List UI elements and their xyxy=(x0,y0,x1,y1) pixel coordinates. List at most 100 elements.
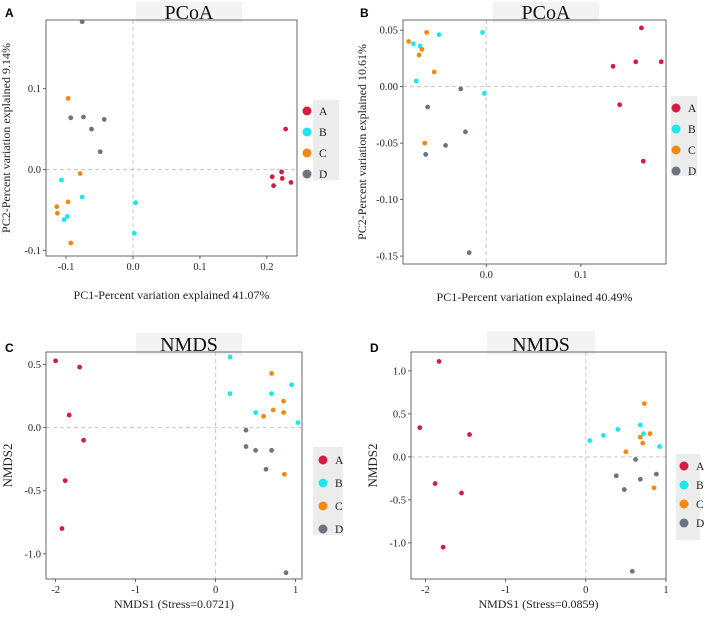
point-a xyxy=(617,102,623,108)
point-d xyxy=(89,126,94,132)
title-background xyxy=(487,331,595,355)
point-b xyxy=(480,30,485,35)
panel-b: PCoA B 0.0 0.1 -0.15 -0.10 -0.05 0.00 0.05 PC1-Pe… xyxy=(355,2,697,304)
title-background xyxy=(136,333,242,355)
point-b xyxy=(289,382,294,388)
point-c xyxy=(65,95,71,101)
point-a xyxy=(66,412,72,418)
point-d xyxy=(637,476,643,482)
plot-frame xyxy=(402,19,667,265)
legend-background xyxy=(313,447,343,535)
point-d xyxy=(243,444,249,449)
point-c xyxy=(424,30,430,35)
point-c xyxy=(419,46,425,52)
legend-label-b: B xyxy=(688,124,696,136)
y-tick-label: 0.0 xyxy=(393,452,406,463)
legend-label-c: C xyxy=(688,145,696,157)
panel-d: NMDS D -2 -1 0 1 1.0 0.5 0.0 -0.5 -1.0 NMDS1 (Stres… xyxy=(365,331,705,611)
legend-label-c: C xyxy=(319,148,327,160)
x-tick-label: -0.1 xyxy=(58,262,75,273)
panel-label: D xyxy=(370,341,379,355)
legend-swatch-c xyxy=(679,499,689,509)
x-tick-label: 1 xyxy=(663,585,668,596)
point-d xyxy=(243,427,249,433)
point-c xyxy=(416,52,422,58)
x-axis-label: NMDS1 (Stress=0.0859) xyxy=(478,597,598,611)
legend-swatch-d xyxy=(318,524,328,534)
y-tick-label: 0.5 xyxy=(393,409,406,420)
point-c xyxy=(54,210,60,216)
point-b xyxy=(411,41,416,47)
point-b xyxy=(436,32,442,38)
legend-swatch-c xyxy=(302,148,312,158)
point-d xyxy=(68,115,74,121)
chart-title: NMDS xyxy=(512,334,570,356)
point-d xyxy=(633,457,638,462)
legend-swatch-a xyxy=(679,461,689,471)
point-a xyxy=(279,169,285,175)
point-a xyxy=(59,526,65,531)
chart-title: PCoA xyxy=(522,2,571,24)
point-b xyxy=(615,426,621,432)
title-background xyxy=(493,2,599,23)
point-c xyxy=(282,471,287,477)
y-tick-label: -1.0 xyxy=(389,538,406,549)
chart-title: PCoA xyxy=(165,2,214,24)
y-tick-label: 0.5 xyxy=(28,360,41,371)
point-c xyxy=(281,410,286,415)
point-a xyxy=(610,63,616,69)
point-c xyxy=(637,434,643,440)
legend-swatch-b xyxy=(318,478,328,488)
point-d xyxy=(269,447,274,453)
point-d xyxy=(629,568,635,574)
point-a xyxy=(288,180,294,185)
y-tick-label: -1.0 xyxy=(24,549,41,560)
point-d xyxy=(101,117,107,122)
point-d xyxy=(443,142,448,148)
y-tick-label: 0.05 xyxy=(380,26,398,37)
point-a xyxy=(639,25,644,31)
point-c xyxy=(261,413,266,419)
point-a xyxy=(417,425,423,431)
point-a xyxy=(81,437,86,443)
y-tick-label: 0.1 xyxy=(28,84,41,95)
x-tick-label: 0.0 xyxy=(126,262,139,273)
point-a xyxy=(77,364,82,370)
legend-label-a: A xyxy=(335,455,344,467)
x-tick-label: 0 xyxy=(213,585,218,596)
point-a xyxy=(436,359,442,364)
legend-swatch-a xyxy=(318,455,328,465)
point-c xyxy=(77,171,83,176)
point-b xyxy=(269,391,274,397)
legend-swatch-a xyxy=(302,106,312,116)
x-axis-label: NMDS1 (Stress=0.0721) xyxy=(114,597,234,611)
legend-swatch-c xyxy=(318,501,328,511)
point-b xyxy=(227,391,233,397)
point-d xyxy=(423,152,429,157)
point-b xyxy=(227,354,233,360)
point-a xyxy=(440,544,446,550)
point-c xyxy=(647,431,653,437)
point-a xyxy=(658,59,664,65)
y-tick-label: 0.0 xyxy=(28,423,41,434)
x-tick-label: -2 xyxy=(51,585,60,596)
point-d xyxy=(653,471,659,477)
legend-label-a: A xyxy=(319,106,328,118)
panel-label: A xyxy=(5,6,14,20)
legend-background xyxy=(313,100,339,180)
point-d xyxy=(425,104,430,110)
legend-swatch-a xyxy=(671,103,681,113)
point-c xyxy=(54,204,60,210)
y-tick-label: 0.0 xyxy=(28,165,41,176)
point-b xyxy=(79,194,85,200)
x-tick-label: 0.1 xyxy=(193,262,206,273)
point-c xyxy=(68,240,74,246)
legend-label-a: A xyxy=(696,461,705,473)
legend-label-b: B xyxy=(319,127,327,139)
point-b xyxy=(641,431,646,437)
plot-frame xyxy=(45,19,298,257)
panel-a: PCoA A -0.1 0.0 0.1 0.2 -0.1 0.0 0.1 PC1-Percent … xyxy=(0,2,339,302)
point-a xyxy=(283,126,289,132)
legend-swatch-d xyxy=(679,518,689,528)
y-tick-label: -0.5 xyxy=(24,486,41,497)
